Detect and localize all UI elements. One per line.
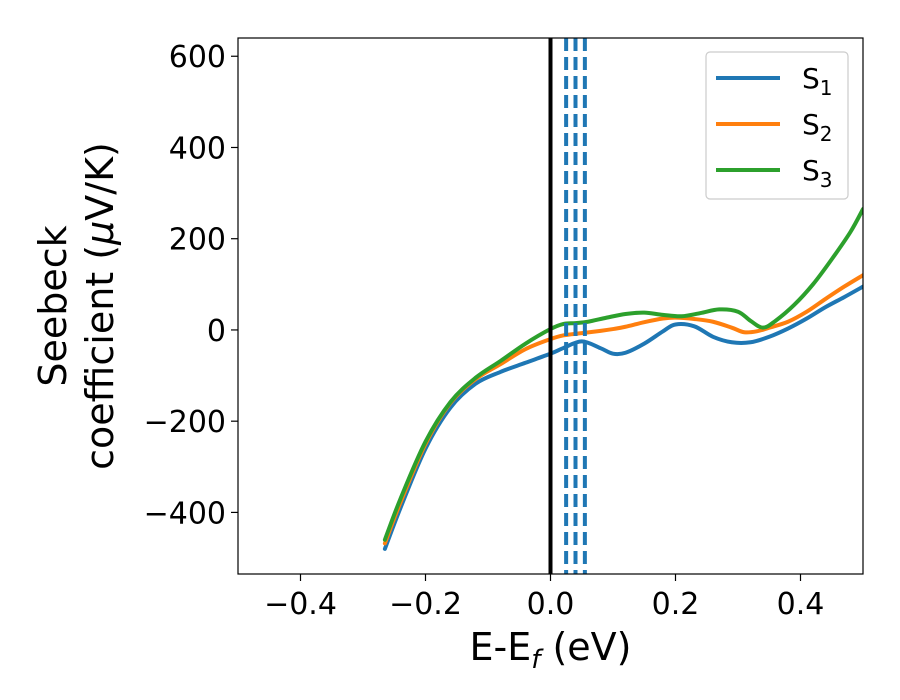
legend-label: S2: [802, 108, 833, 146]
y-tick-label: 200: [169, 223, 226, 258]
x-tick-label: 0.0: [527, 587, 575, 622]
plot-area: −0.4 −0.2 0.0 0.2 0.4 −400 −200 0 200 400 600 E-Ef …: [31, 37, 864, 675]
series-line-S3: [382, 207, 863, 542]
x-tick-label: −0.4: [264, 587, 337, 622]
legend: S1 S2 S3: [705, 51, 849, 200]
legend-label: S3: [802, 154, 833, 192]
y-tick-label: −400: [144, 496, 226, 531]
x-axis-label: E-Ef (eV): [470, 625, 632, 675]
y-axis-label-line1: Seebeck: [31, 225, 75, 386]
y-tick-label: 400: [169, 131, 226, 166]
x-tick-label: 0.2: [652, 587, 700, 622]
y-axis-label: Seebeck coefficient (μV/K): [31, 142, 122, 470]
y-tick-label: 600: [169, 40, 226, 75]
x-tick-label: −0.2: [389, 587, 462, 622]
series-line-S1: [382, 284, 863, 551]
x-tick-label: 0.4: [777, 587, 825, 622]
plot-data-group: [382, 38, 863, 574]
y-tick-label: 0: [207, 314, 226, 349]
legend-label: S1: [802, 62, 833, 100]
y-tick-label: −200: [144, 405, 226, 440]
y-axis-label-line2: coefficient (μV/K): [78, 142, 122, 470]
